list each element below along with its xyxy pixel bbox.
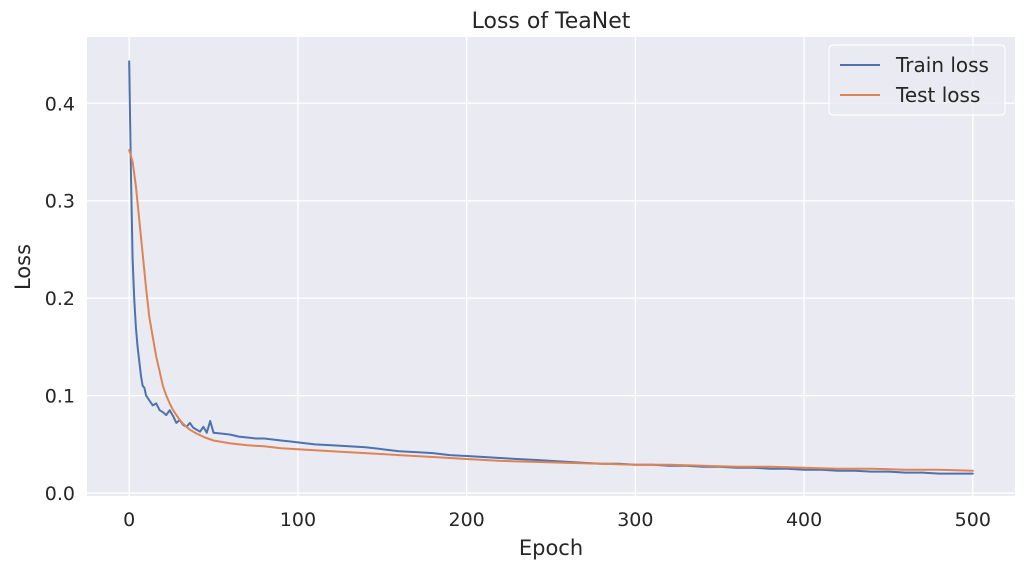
series-lines (128, 60, 974, 475)
tick-labels: 0 100 200 300 400 500 0.0 0.1 0.2 0.3 0.4 (45, 93, 991, 531)
x-tick-label: 500 (955, 509, 991, 531)
y-tick-label: 0.4 (45, 93, 75, 115)
test-loss-line (128, 149, 974, 472)
legend-label-train: Train loss (895, 53, 989, 77)
y-axis-label: Loss (11, 244, 35, 290)
x-tick-label: 100 (280, 509, 316, 531)
x-tick-label: 400 (786, 509, 822, 531)
legend-box (828, 44, 1006, 116)
legend-label-test: Test loss (895, 83, 980, 107)
y-tick-label: 0.0 (45, 483, 75, 505)
x-tick-label: 0 (123, 509, 135, 531)
x-tick-label: 200 (449, 509, 485, 531)
y-tick-label: 0.1 (45, 386, 75, 408)
y-tick-label: 0.3 (45, 191, 75, 213)
x-tick-label: 300 (617, 509, 653, 531)
y-tick-label: 0.2 (45, 288, 75, 310)
legend: Train loss Test loss (828, 44, 1006, 116)
x-axis-label: Epoch (519, 536, 583, 560)
chart-title: Loss of TeaNet (472, 9, 631, 34)
